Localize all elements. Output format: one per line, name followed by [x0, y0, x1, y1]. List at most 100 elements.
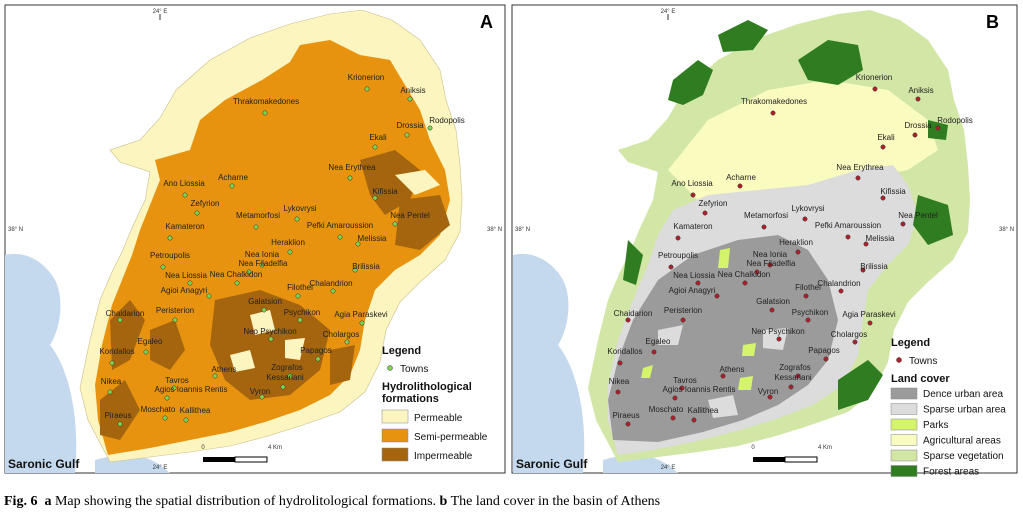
town-marker — [754, 269, 760, 275]
legend-label: Parks — [923, 420, 949, 431]
caption-text: Map showing the spatial distribution of … — [54, 494, 437, 509]
town-marker — [194, 210, 200, 216]
part-label: a — [44, 494, 52, 509]
town-label: Egaleo — [646, 337, 671, 346]
town-label: Brilissia — [352, 262, 380, 271]
town-label: Chaidarion — [614, 309, 653, 318]
town-marker — [259, 262, 265, 268]
town-label: Nea Ionia — [753, 250, 788, 259]
town-marker — [182, 192, 188, 198]
town-marker — [691, 417, 697, 423]
town-label: Agioi Anagyri — [161, 286, 208, 295]
town-label: Agia Paraskevi — [334, 310, 388, 319]
town-marker — [372, 144, 378, 150]
town-label: Nea Filadelfia — [239, 259, 288, 268]
town-label: Metamorfosi — [744, 211, 788, 220]
town-marker — [359, 320, 365, 326]
town-marker — [767, 262, 773, 268]
town-marker — [795, 373, 801, 379]
panel-label: A — [480, 12, 493, 32]
town-label: Metamorfosi — [236, 211, 280, 220]
scale-bar — [234, 456, 268, 463]
legend: Legend Towns Land cover Dence urban area Spa… — [890, 337, 1006, 478]
town-marker — [867, 320, 873, 326]
town-label: Nea Liossia — [673, 271, 715, 280]
legend-label: Dence urban area — [923, 389, 1003, 400]
town-label: Filothei — [287, 283, 313, 292]
legend-heading: Land cover — [891, 373, 950, 385]
town-label: Petroupolis — [150, 251, 190, 260]
dense-urban-area — [608, 235, 838, 442]
town-label: Piraeus — [104, 411, 131, 420]
forest-areas — [623, 20, 953, 410]
town-label: Nea Erythrea — [836, 163, 884, 172]
scale-label: 4 Km — [818, 445, 832, 451]
town-marker — [315, 356, 321, 362]
legend-title: Legend — [891, 337, 930, 349]
town-marker — [695, 280, 701, 286]
town-label: Lykovrysi — [791, 204, 824, 213]
town-label: Nea Chalkidon — [210, 270, 262, 279]
panel-b: 24° E 24° E 38° N 38° N B Saronic Gulf 0… — [511, 4, 1018, 478]
town-marker — [617, 360, 623, 366]
town-label: Moschato — [649, 405, 684, 414]
town-label: Nikea — [609, 377, 630, 386]
town-label: Zefyrion — [191, 199, 220, 208]
town-label: Ekali — [877, 133, 895, 142]
legend-label: Towns — [909, 356, 937, 367]
town-label: Papagos — [300, 346, 332, 355]
legend-swatch — [890, 434, 918, 446]
town-label: Rodopolis — [937, 116, 973, 125]
town-marker — [109, 360, 115, 366]
town-label: Kallithea — [180, 406, 211, 415]
lat-label: 38° N — [8, 227, 23, 233]
town-marker — [852, 339, 858, 345]
town-marker — [838, 288, 844, 294]
legend-marker — [896, 357, 902, 363]
town-marker — [668, 264, 674, 270]
town-label: Kifissia — [880, 187, 906, 196]
town-label: Nea Chalkidon — [718, 270, 770, 279]
town-label: Brilissia — [860, 262, 888, 271]
lon-label: 24° E — [153, 465, 168, 471]
town-marker — [625, 317, 631, 323]
town-label: Cholargos — [323, 330, 359, 339]
town-label: Drossia — [396, 121, 424, 130]
legend-label: Permeable — [414, 413, 463, 424]
town-marker — [352, 267, 358, 273]
panel-label: B — [986, 12, 999, 32]
town-marker — [344, 339, 350, 345]
town-label: Krionerion — [348, 73, 384, 82]
legend-label: Forest areas — [923, 467, 979, 478]
legend-swatch — [890, 403, 918, 415]
town-marker — [714, 293, 720, 299]
town-marker — [162, 415, 168, 421]
town-marker — [845, 234, 851, 240]
town-label: Nea Pentel — [390, 211, 430, 220]
town-marker — [651, 349, 657, 355]
town-label: Papagos — [808, 346, 840, 355]
town-marker — [742, 280, 748, 286]
town-marker — [143, 349, 149, 355]
town-label: Koridallos — [607, 347, 642, 356]
town-label: Drossia — [904, 121, 932, 130]
town-marker — [690, 192, 696, 198]
town-marker — [823, 356, 829, 362]
town-marker — [287, 373, 293, 379]
town-marker — [229, 183, 235, 189]
sea-label: Saronic Gulf — [516, 457, 588, 471]
legend-swatch — [890, 418, 918, 431]
town-marker — [164, 395, 170, 401]
town-marker — [860, 267, 866, 273]
town-marker — [160, 264, 166, 270]
towns: Krionerion Aniksis Rodopolis Drossia Ekali Th… — [607, 73, 973, 427]
town-marker — [287, 249, 293, 255]
caption: Fig. 6 a Map showing the spatial distrib… — [4, 494, 660, 510]
town-label: Zografos — [271, 363, 303, 372]
town-label: Chalandrion — [309, 279, 352, 288]
legend-swatch — [381, 447, 409, 462]
lon-label: 24° E — [153, 9, 168, 15]
town-marker — [337, 234, 343, 240]
town-marker — [767, 394, 773, 400]
town-marker — [788, 384, 794, 390]
